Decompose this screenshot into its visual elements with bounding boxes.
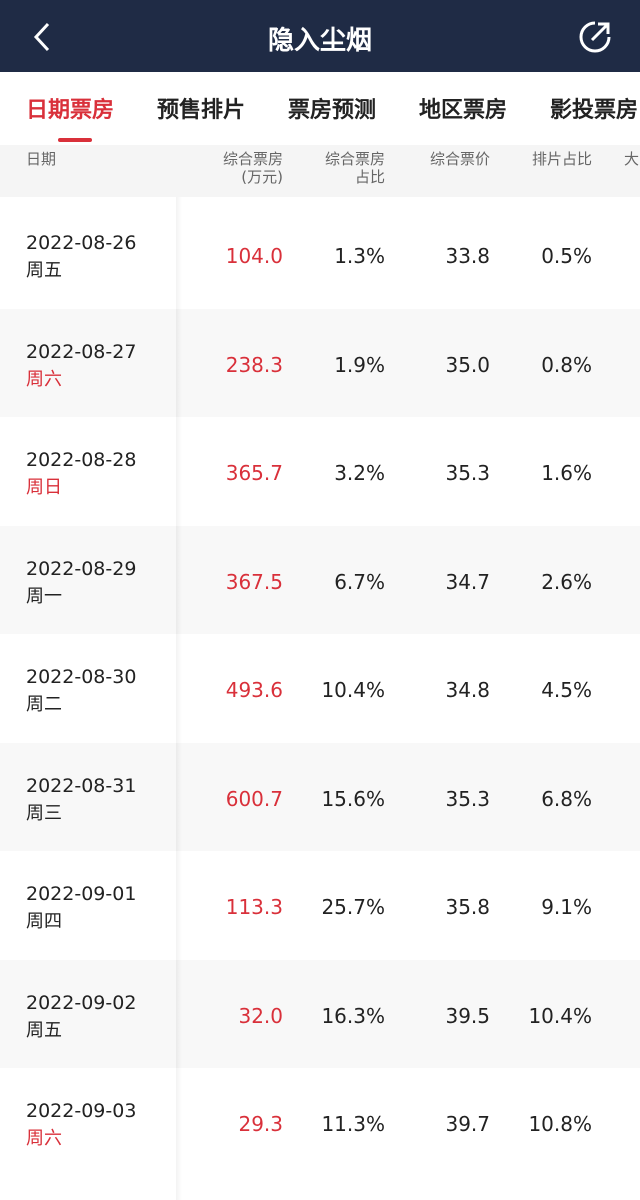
screening-share: 4.5% xyxy=(541,678,592,702)
date: 2022-09-02 xyxy=(26,991,137,1014)
table-header xyxy=(0,145,640,197)
avg-price: 39.7 xyxy=(445,1112,490,1136)
table-row xyxy=(0,308,640,417)
date: 2022-09-03 xyxy=(26,1100,137,1122)
box-office: 113.3 xyxy=(225,895,283,919)
box-office: 367.5 xyxy=(225,569,283,594)
box-office: 29.3 xyxy=(238,1112,283,1136)
avg-price: 35.8 xyxy=(445,895,490,919)
avg-price: 35.3 xyxy=(445,786,490,811)
table-row xyxy=(0,200,640,309)
screening-share: 9.1% xyxy=(541,895,592,919)
avg-price: 35.3 xyxy=(445,461,490,485)
date: 2022-08-31 xyxy=(26,774,137,797)
column-sublabel: (万元) xyxy=(241,168,283,186)
column-header: 排片占比 xyxy=(532,150,592,168)
screening-share: 0.8% xyxy=(541,352,592,377)
tab[interactable]: 影投票房 xyxy=(550,98,639,123)
screening-share: 0.5% xyxy=(541,244,592,268)
avg-price: 35.0 xyxy=(445,352,490,377)
screening-share: 10.8% xyxy=(528,1112,592,1136)
column-shadow xyxy=(176,197,182,1200)
tab[interactable]: 预售排片 xyxy=(157,98,246,123)
table-row xyxy=(0,525,640,634)
screening-share: 2.6% xyxy=(541,569,592,594)
box-office-share: 6.7% xyxy=(334,569,385,594)
weekday: 周五 xyxy=(26,260,62,281)
box-office-share: 15.6% xyxy=(321,786,385,811)
box-office: 104.0 xyxy=(225,244,283,268)
column-header: 综合票价 xyxy=(430,150,490,168)
box-office: 32.0 xyxy=(238,1003,283,1028)
table-row xyxy=(0,742,640,851)
weekday: 周一 xyxy=(26,585,62,607)
box-office: 600.7 xyxy=(225,786,283,811)
column-label: 日期 xyxy=(26,150,57,168)
table-row xyxy=(0,851,640,960)
weekday: 周四 xyxy=(26,911,62,932)
box-office-share: 25.7% xyxy=(321,895,385,919)
tab-indicator xyxy=(58,138,92,142)
column-header: 综合票房 (万元) xyxy=(223,150,283,186)
screening-share: 1.6% xyxy=(541,461,592,485)
date: 2022-08-27 xyxy=(26,340,137,363)
screening-share: 6.8% xyxy=(541,786,592,811)
weekday: 周六 xyxy=(26,368,62,390)
box-office-share: 16.3% xyxy=(321,1003,385,1028)
column-header: 大 xyxy=(624,150,639,168)
table-row xyxy=(0,959,640,1068)
column-header: 日期 xyxy=(26,150,56,168)
table-row xyxy=(0,1068,640,1177)
column-label: 综合票房 xyxy=(324,150,385,168)
weekday: 周三 xyxy=(26,802,62,824)
weekday: 周六 xyxy=(26,1128,62,1149)
box-office: 365.7 xyxy=(225,461,283,485)
table-row xyxy=(0,634,640,743)
column-header: 综合票房 占比 xyxy=(325,150,385,186)
box-office-share: 10.4% xyxy=(321,678,385,702)
box-office-share: 1.9% xyxy=(334,352,385,377)
avg-price: 33.8 xyxy=(445,244,490,268)
box-office-share: 1.3% xyxy=(334,244,385,268)
box-office: 238.3 xyxy=(225,352,283,377)
date: 2022-08-26 xyxy=(26,232,137,254)
box-office-share: 11.3% xyxy=(321,1112,385,1136)
avg-price: 39.5 xyxy=(445,1003,490,1028)
box-office: 493.6 xyxy=(225,678,283,702)
column-label: 综合票房 xyxy=(222,150,283,168)
tab[interactable]: 日期票房 xyxy=(26,98,115,123)
share-button[interactable] xyxy=(576,18,614,56)
tab[interactable]: 地区票房 xyxy=(419,98,508,123)
avg-price: 34.7 xyxy=(445,569,490,594)
nav-bar xyxy=(0,0,640,72)
date: 2022-08-29 xyxy=(26,557,137,580)
avg-price: 34.8 xyxy=(445,678,490,702)
weekday: 周二 xyxy=(26,694,62,715)
weekday: 周五 xyxy=(26,1019,62,1041)
table-row xyxy=(0,417,640,526)
date: 2022-09-01 xyxy=(26,883,137,905)
page-title: 隐入尘烟 xyxy=(267,26,372,56)
column-label: 排片占比 xyxy=(531,150,592,168)
box-office-share: 3.2% xyxy=(334,461,385,485)
back-button[interactable] xyxy=(28,20,58,54)
date: 2022-08-30 xyxy=(26,666,137,688)
tab[interactable]: 票房预测 xyxy=(288,98,377,123)
date: 2022-08-28 xyxy=(26,449,137,471)
weekday: 周日 xyxy=(26,477,62,498)
screening-share: 10.4% xyxy=(528,1003,592,1028)
column-label: 综合票价 xyxy=(429,150,490,168)
column-sublabel: 占比 xyxy=(354,168,385,186)
column-label: 大 xyxy=(624,150,640,168)
